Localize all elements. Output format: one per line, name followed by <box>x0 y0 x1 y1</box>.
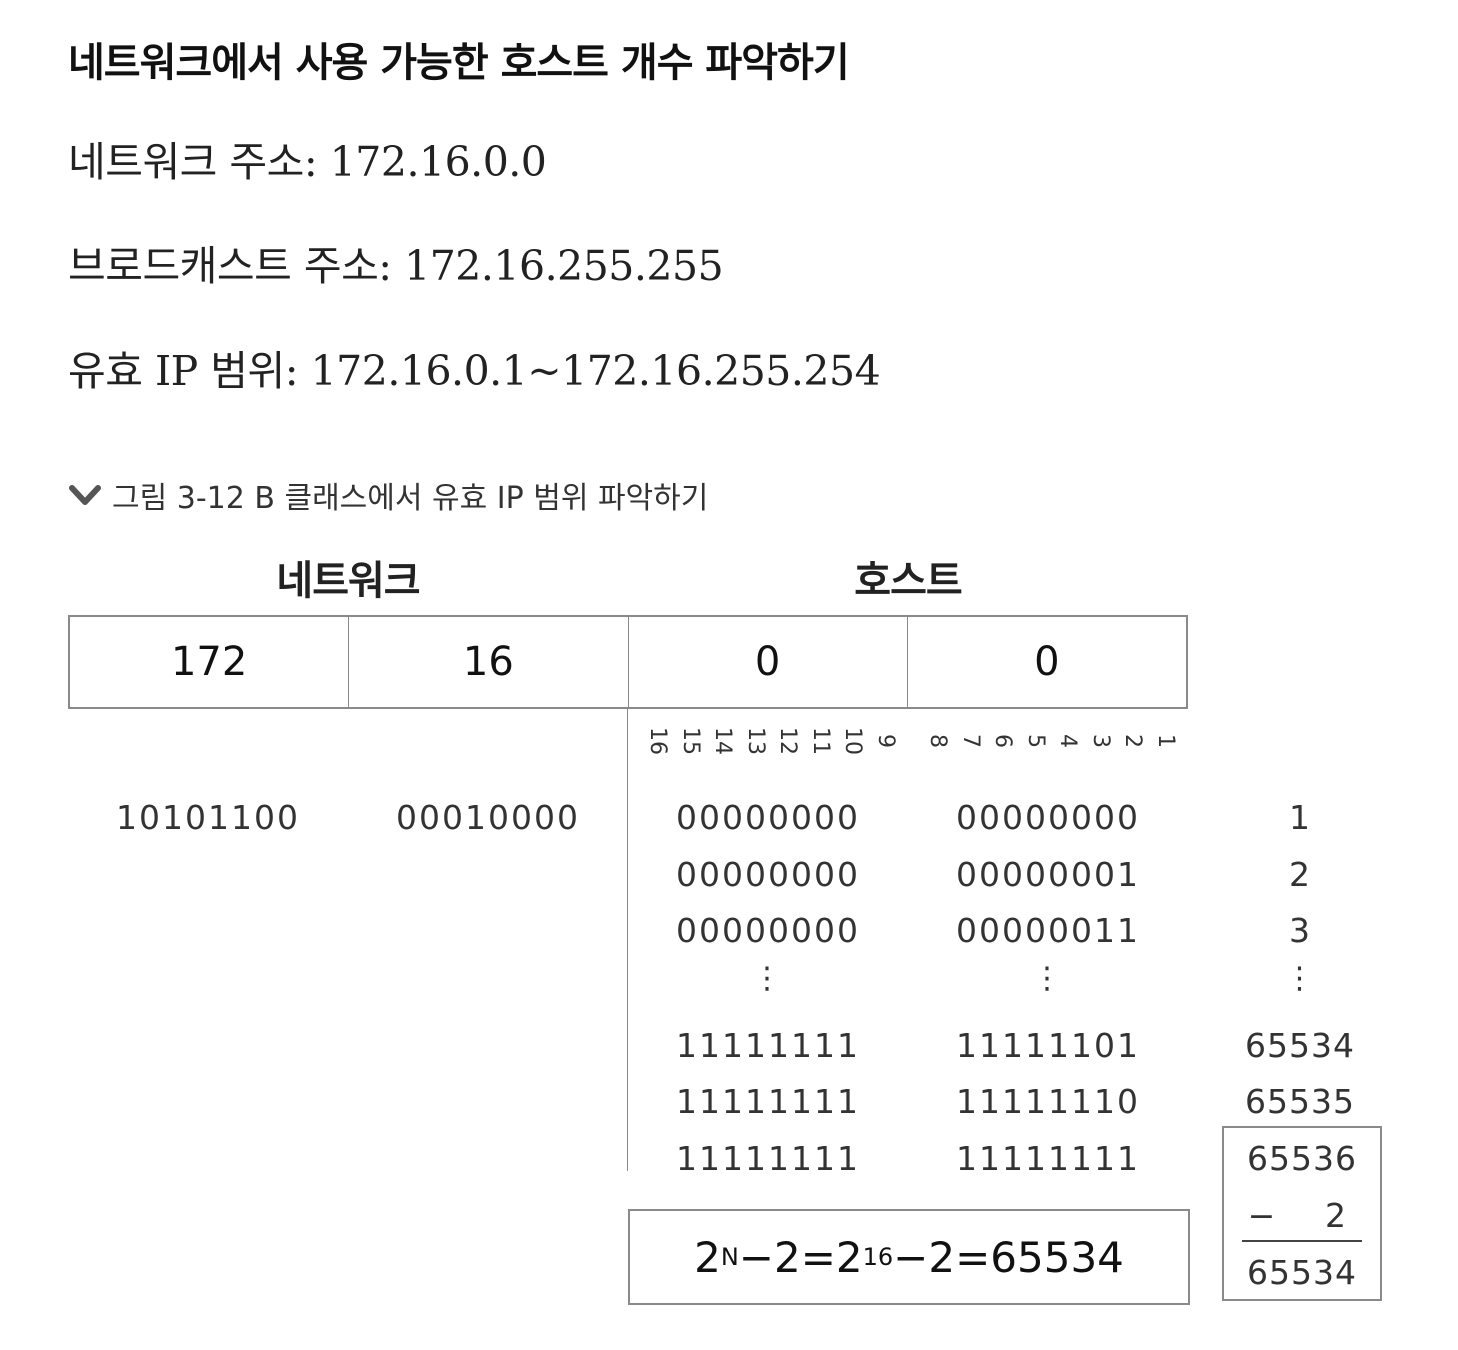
bit-number-2: 2 <box>1120 734 1146 748</box>
host-row-3-octet-4: 00000011 <box>956 911 1140 950</box>
host-row-1-count: 1 <box>1289 798 1311 837</box>
host-row-6-count: 65535 <box>1245 1082 1355 1121</box>
subtraction-result: 65534 <box>1247 1253 1357 1292</box>
ellipsis-octet-4: ⋮ <box>1032 961 1064 996</box>
bit-number-16: 16 <box>645 727 671 755</box>
octet-1-binary: 10101100 <box>116 798 300 837</box>
bit-number-14: 14 <box>710 727 736 755</box>
host-row-3-count: 3 <box>1289 911 1311 950</box>
bit-number-11: 11 <box>808 727 833 755</box>
host-row-6-octet-3: 11111111 <box>676 1082 860 1121</box>
network-column-header: 네트워크 <box>276 558 420 604</box>
host-row-3-octet-3: 00000000 <box>676 911 860 950</box>
octet-2-binary: 00010000 <box>396 798 580 837</box>
figure-caption-text: 그림 3-12 B 클래스에서 유효 IP 범위 파악하기 <box>112 481 709 516</box>
host-row-2-count: 2 <box>1289 855 1311 894</box>
bit-number-7: 7 <box>958 734 983 748</box>
bit-number-13: 13 <box>743 727 768 755</box>
octet-1-cell: 172 <box>70 617 350 707</box>
subtraction-box <box>1222 1126 1382 1301</box>
subtraction-rule <box>1242 1240 1362 1242</box>
minus-value: 2 <box>1325 1196 1347 1235</box>
bit-number-15: 15 <box>678 727 703 755</box>
formula-exponent-16: 16 <box>862 1243 894 1271</box>
ellipsis-count: ⋮ <box>1284 961 1316 996</box>
host-column-header: 호스트 <box>854 558 962 604</box>
host-row-2-octet-3: 00000000 <box>676 855 860 894</box>
bit-number-1: 1 <box>1153 734 1178 748</box>
broadcast-address-line: 브로드캐스트 주소: 172.16.255.255 <box>68 242 724 290</box>
octet-4-cell: 0 <box>1034 639 1060 685</box>
minus-sign: − <box>1247 1196 1277 1235</box>
bit-number-10: 10 <box>840 727 866 755</box>
octet-table: 172 16 0 0 <box>68 615 1188 709</box>
host-row-7-octet-3: 11111111 <box>676 1139 860 1178</box>
network-host-divider <box>627 709 628 1171</box>
total-count: 65536 <box>1247 1139 1357 1178</box>
page-heading: 네트워크에서 사용 가능한 호스트 개수 파악하기 <box>68 40 850 86</box>
figure-caption: 그림 3-12 B 클래스에서 유효 IP 범위 파악하기 <box>68 473 708 517</box>
host-row-5-octet-4: 11111101 <box>956 1026 1140 1065</box>
host-row-5-octet-3: 11111111 <box>676 1026 860 1065</box>
octet-2-cell: 16 <box>349 617 629 707</box>
formula-exponent-n: N <box>720 1243 739 1271</box>
network-address-line: 네트워크 주소: 172.16.0.0 <box>68 138 547 186</box>
bit-number-6: 6 <box>990 734 1016 748</box>
host-row-1-octet-3: 00000000 <box>676 798 860 837</box>
host-row-1-octet-4: 00000000 <box>956 798 1140 837</box>
ellipsis-octet-3: ⋮ <box>752 961 784 996</box>
formula-middle: −2=2 <box>738 1232 863 1282</box>
bit-number-5: 5 <box>1023 734 1048 748</box>
bit-number-9: 9 <box>873 734 898 748</box>
bit-number-8: 8 <box>925 734 951 748</box>
host-row-2-octet-4: 00000001 <box>956 855 1140 894</box>
host-row-5-count: 65534 <box>1245 1026 1355 1065</box>
octet-3-cell: 0 <box>629 617 908 707</box>
host-count-formula: 2 N −2=2 16 −2=65534 <box>628 1209 1190 1305</box>
chevron-down-icon <box>69 485 101 505</box>
valid-ip-range-line: 유효 IP 범위: 172.16.0.1~172.16.255.254 <box>68 347 881 395</box>
host-row-6-octet-4: 11111110 <box>956 1082 1140 1121</box>
bit-number-3: 3 <box>1088 734 1113 748</box>
bit-number-12: 12 <box>775 727 801 755</box>
formula-tail: −2=65534 <box>893 1232 1124 1282</box>
host-row-7-octet-4: 11111111 <box>956 1139 1140 1178</box>
formula-base: 2 <box>694 1232 721 1282</box>
bit-number-4: 4 <box>1055 734 1081 748</box>
